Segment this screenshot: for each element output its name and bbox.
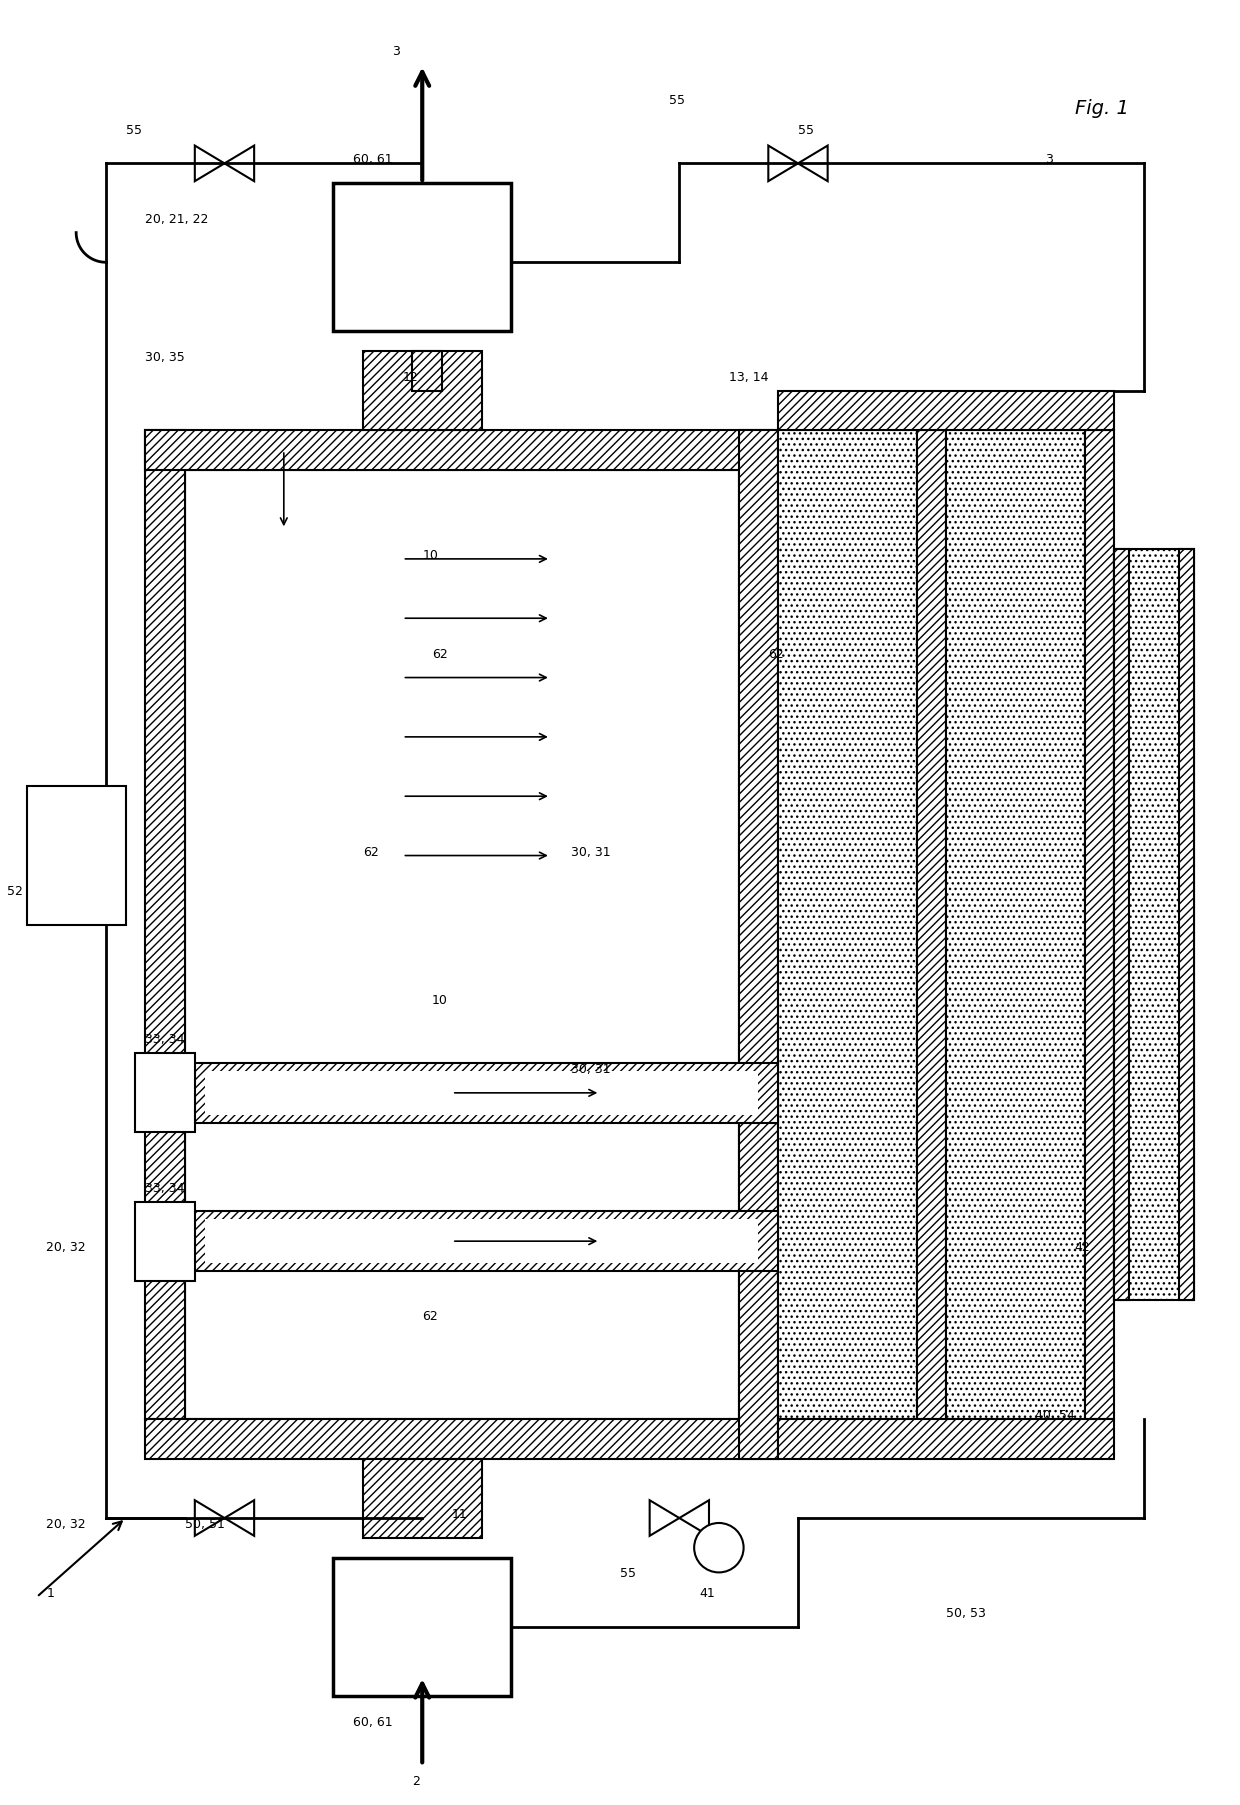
Text: 60, 61: 60, 61	[353, 1717, 393, 1729]
Text: 20, 32: 20, 32	[46, 1242, 86, 1254]
Text: 40, 54: 40, 54	[1035, 1410, 1075, 1422]
Text: 33, 34: 33, 34	[145, 1182, 185, 1195]
Text: 62: 62	[769, 648, 784, 661]
Bar	[916, 430, 946, 1419]
Bar	[205, 1220, 759, 1264]
Bar	[135, 1054, 195, 1132]
Bar	[185, 1211, 779, 1271]
Text: 55: 55	[125, 125, 141, 137]
Bar	[334, 182, 511, 332]
Bar	[185, 1063, 779, 1123]
Text: 50, 51: 50, 51	[185, 1518, 224, 1531]
Bar	[1085, 430, 1115, 1419]
Bar	[1115, 549, 1130, 1300]
Text: 3: 3	[1045, 153, 1053, 166]
Bar	[27, 787, 125, 924]
Bar	[363, 1458, 481, 1538]
Bar	[135, 1202, 195, 1282]
Bar	[779, 1419, 1115, 1458]
Text: 11: 11	[451, 1507, 467, 1522]
Text: 52: 52	[7, 884, 22, 899]
Bar	[779, 430, 916, 1419]
Text: 62: 62	[363, 845, 378, 859]
Bar	[1115, 549, 1194, 1300]
Text: 55: 55	[670, 94, 686, 106]
Text: 62: 62	[432, 648, 448, 661]
Text: 10: 10	[432, 995, 448, 1007]
Bar	[1179, 549, 1194, 1300]
Text: 2: 2	[413, 1774, 420, 1789]
Bar	[413, 352, 441, 392]
Text: 13, 14: 13, 14	[729, 370, 769, 384]
Bar	[145, 430, 185, 1419]
Text: 60, 61: 60, 61	[353, 153, 393, 166]
Bar	[185, 469, 739, 1419]
Text: 42: 42	[1075, 1242, 1091, 1254]
Bar	[145, 430, 779, 469]
Bar	[145, 1419, 779, 1458]
Text: 62: 62	[423, 1310, 438, 1323]
Text: 30, 35: 30, 35	[145, 352, 185, 365]
Bar	[363, 352, 481, 430]
Text: 33, 34: 33, 34	[145, 1034, 185, 1047]
Text: 50, 53: 50, 53	[946, 1606, 986, 1619]
Text: 3: 3	[393, 45, 401, 58]
Bar	[779, 392, 1115, 430]
Bar	[334, 1558, 511, 1697]
Text: 12: 12	[403, 370, 418, 384]
Text: Fig. 1: Fig. 1	[1075, 99, 1128, 117]
Text: 55: 55	[799, 125, 813, 137]
Circle shape	[694, 1523, 744, 1572]
Text: 30, 31: 30, 31	[570, 845, 610, 859]
Text: 41: 41	[699, 1587, 714, 1599]
Bar	[946, 430, 1085, 1419]
Text: 10: 10	[423, 549, 438, 561]
Text: 20, 32: 20, 32	[46, 1518, 86, 1531]
Text: 30, 31: 30, 31	[570, 1063, 610, 1076]
Text: 1: 1	[46, 1587, 55, 1599]
Bar	[205, 1070, 759, 1115]
Bar	[739, 430, 779, 1458]
Text: 20, 21, 22: 20, 21, 22	[145, 213, 208, 226]
Text: 55: 55	[620, 1567, 636, 1581]
